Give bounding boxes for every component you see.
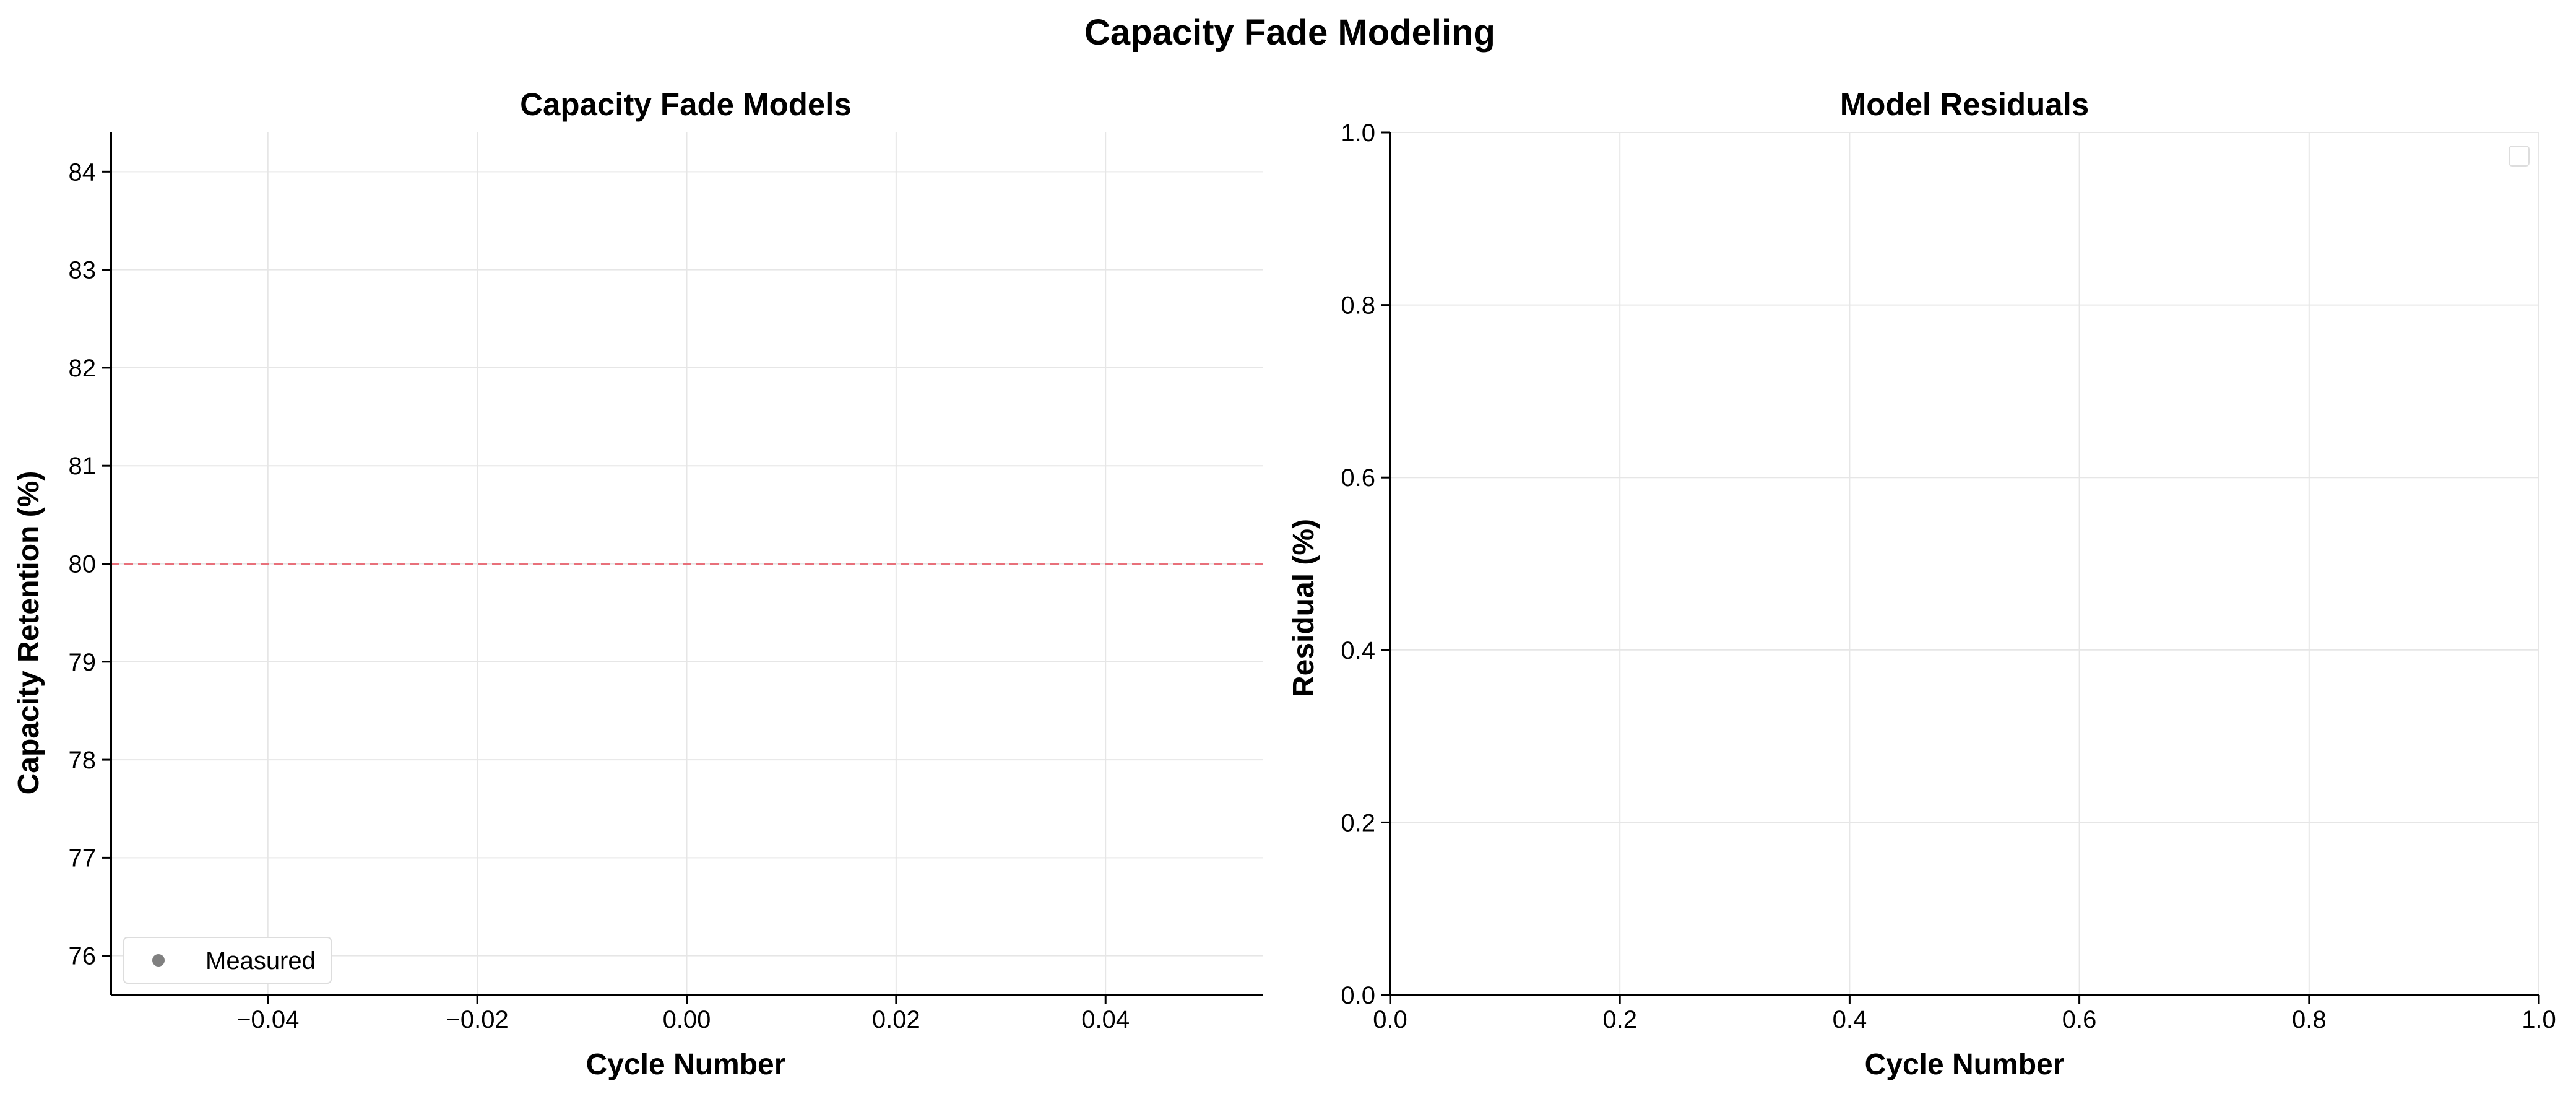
- y-tick-label: 81: [69, 453, 97, 480]
- y-tick-label: 0.4: [1341, 637, 1375, 664]
- x-tick-label: 0.2: [1602, 1006, 1637, 1033]
- y-tick-label: 84: [69, 159, 97, 186]
- y-tick-label: 1.0: [1341, 119, 1375, 147]
- y-tick-label: 82: [69, 355, 97, 382]
- y-tick-label: 79: [69, 649, 97, 676]
- y-tick-label: 80: [69, 551, 97, 578]
- y-ticks: 76 77 78 79 80 81 82 83 84: [69, 159, 111, 970]
- x-axis-label: Cycle Number: [586, 1048, 786, 1081]
- y-tick-label: 0.2: [1341, 809, 1375, 836]
- y-tick-label: 0.8: [1341, 292, 1375, 319]
- legend-label-measured: Measured: [205, 947, 316, 975]
- chart-title: Model Residuals: [1840, 87, 2089, 122]
- figure-title: Capacity Fade Modeling: [1084, 12, 1495, 53]
- x-ticks: 0.0 0.2 0.4 0.6 0.8 1.0: [1373, 995, 2556, 1033]
- x-tick-label: 0.00: [663, 1006, 711, 1033]
- y-tick-label: 78: [69, 747, 97, 774]
- x-axis-label: Cycle Number: [1865, 1048, 2065, 1081]
- y-tick-label: 0.6: [1341, 464, 1375, 492]
- y-tick-label: 76: [69, 943, 97, 970]
- x-tick-label: 0.04: [1081, 1006, 1130, 1033]
- x-tick-label: −0.04: [236, 1006, 299, 1033]
- x-tick-label: 0.4: [1833, 1006, 1867, 1033]
- model-residuals-panel: 0.0 0.2 0.4 0.6 0.8 1.0 0.0 0.2 0.4 0.6 0.8 1.0 Mo…: [1287, 87, 2556, 1081]
- legend-box: [2509, 146, 2530, 167]
- x-tick-label: −0.02: [446, 1006, 509, 1033]
- x-tick-label: 0.6: [2062, 1006, 2097, 1033]
- axes: [1389, 132, 2539, 996]
- x-tick-label: 1.0: [2522, 1006, 2556, 1033]
- legend: Measured: [123, 937, 332, 984]
- y-tick-label: 83: [69, 257, 97, 284]
- y-axis-label: Capacity Retention (%): [12, 471, 45, 795]
- chart-title: Capacity Fade Models: [520, 87, 852, 122]
- y-tick-label: 77: [69, 845, 97, 872]
- y-ticks: 0.0 0.2 0.4 0.6 0.8 1.0: [1341, 119, 1390, 1009]
- x-ticks: −0.04 −0.02 0.00 0.02 0.04: [236, 995, 1130, 1033]
- x-tick-label: 0.0: [1373, 1006, 1407, 1033]
- legend: [2509, 146, 2530, 167]
- y-tick-label: 0.0: [1341, 982, 1375, 1009]
- capacity-fade-models-panel: −0.04 −0.02 0.00 0.02 0.04 76 77 78 79 80 81 82 83 8…: [12, 87, 1263, 1081]
- x-tick-label: 0.8: [2292, 1006, 2327, 1033]
- legend-box: [123, 937, 332, 984]
- x-tick-label: 0.02: [872, 1006, 920, 1033]
- y-axis-label: Residual (%): [1287, 519, 1320, 697]
- legend-marker-measured: [152, 954, 165, 967]
